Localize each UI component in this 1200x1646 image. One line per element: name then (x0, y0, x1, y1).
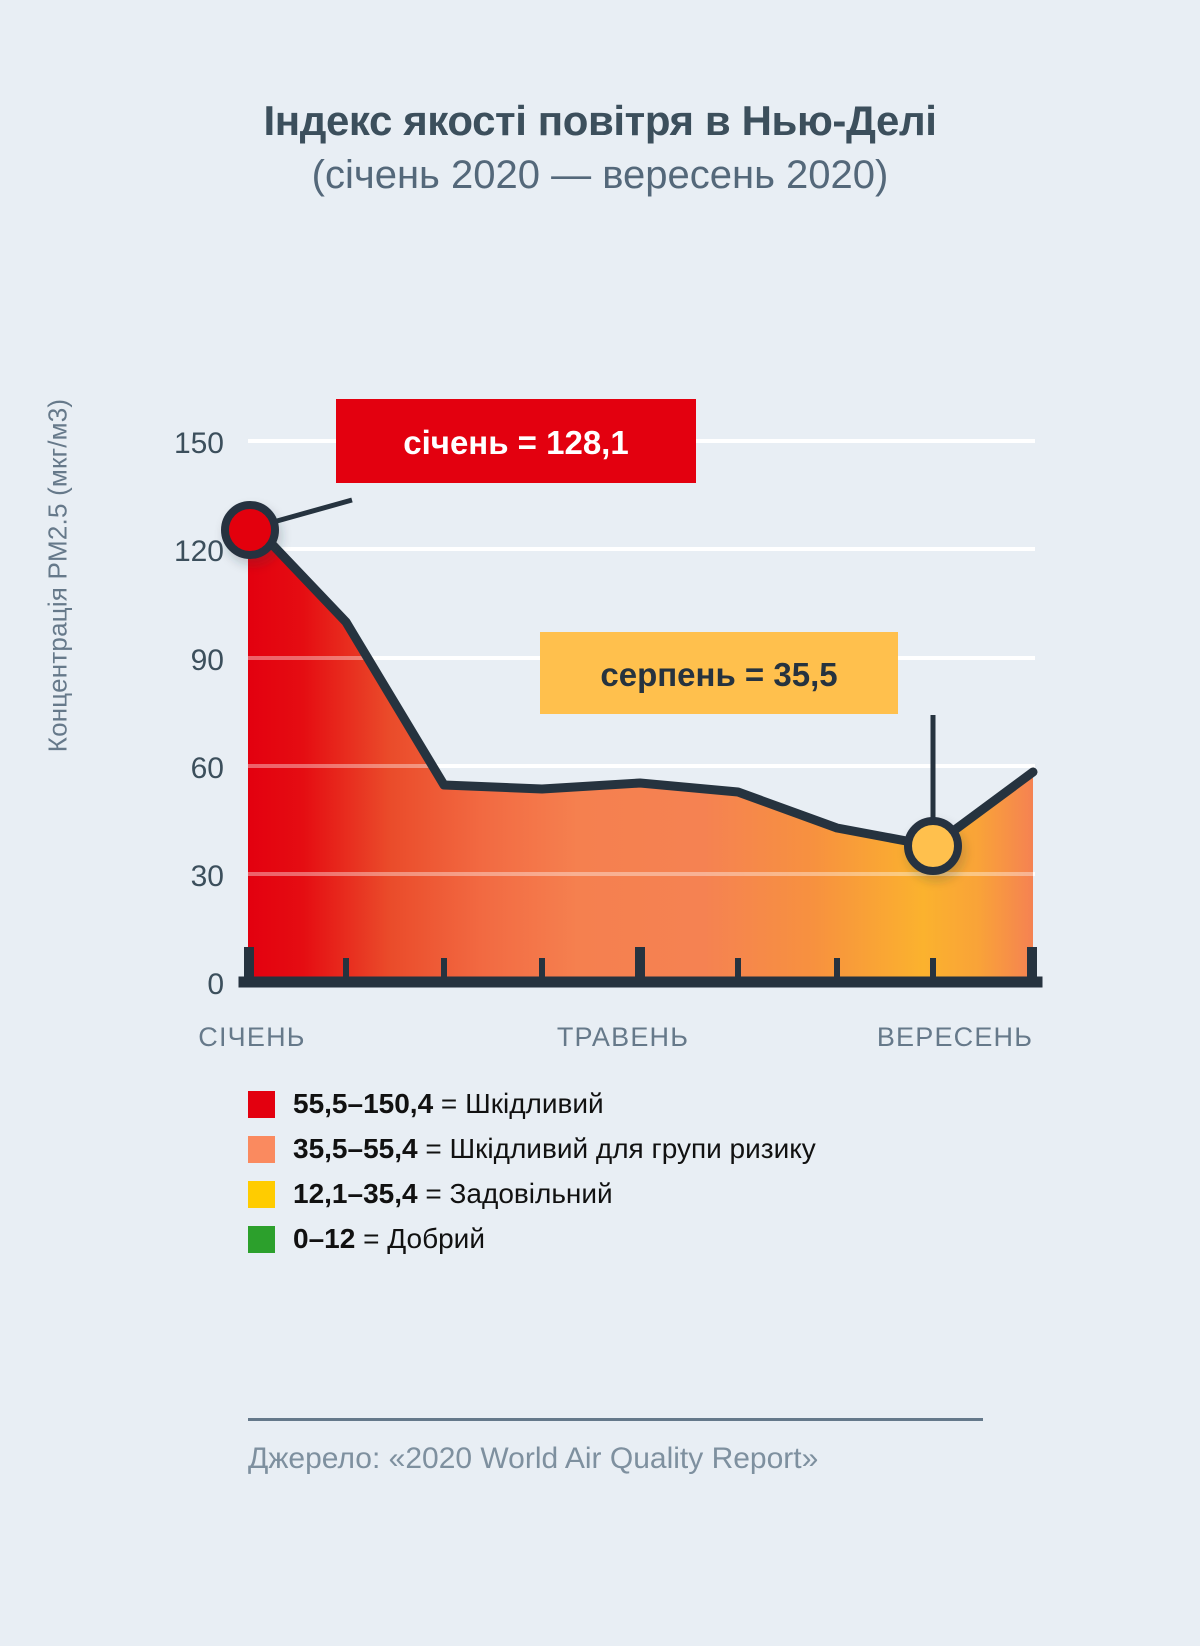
legend-eq-harmful-sensitive: = (417, 1133, 450, 1164)
legend: 55,5–150,4 = Шкідливий 35,5–55,4 = Шкідл… (248, 1088, 1148, 1268)
legend-swatch-harmful (248, 1090, 275, 1118)
footer-divider (248, 1418, 983, 1421)
legend-swatch-moderate (248, 1180, 275, 1208)
legend-text-good: Добрий (387, 1223, 485, 1254)
legend-label-good: 0–12 = Добрий (293, 1223, 485, 1255)
axis-lines (238, 947, 1043, 988)
legend-item-harmful[interactable]: 55,5–150,4 = Шкідливий (248, 1088, 1148, 1120)
page-title: Індекс якості повітря в Нью-Делі (263, 97, 937, 144)
legend-range-harmful-sensitive: 35,5–55,4 (293, 1133, 418, 1164)
y-tick-120: 120 (174, 535, 224, 568)
data-point-markers (221, 501, 962, 875)
august-callout-label: серпень = 35,5 (600, 656, 837, 693)
x-tick-january: СІЧЕНЬ (198, 1022, 305, 1052)
y-gridlines-overlay (248, 656, 1035, 876)
chart-container: Концентрація PM2.5 (мкг/м3) (42, 398, 1043, 1052)
y-tick-60: 60 (191, 752, 224, 785)
legend-eq-good: = (355, 1223, 388, 1254)
january-callout[interactable]: січень = 128,1 (251, 399, 696, 531)
y-tick-90: 90 (191, 644, 224, 677)
marker-august[interactable] (904, 817, 962, 875)
legend-range-moderate: 12,1–35,4 (293, 1178, 418, 1209)
legend-eq-harmful: = (433, 1088, 466, 1119)
legend-label-harmful: 55,5–150,4 = Шкідливий (293, 1088, 604, 1120)
january-callout-label: січень = 128,1 (403, 424, 628, 461)
legend-text-moderate: Задовільний (449, 1178, 613, 1209)
x-tick-labels: СІЧЕНЬ ТРАВЕНЬ ВЕРЕСЕНЬ (198, 1022, 1033, 1052)
data-line (243, 514, 1038, 851)
marker-january[interactable] (221, 501, 279, 559)
legend-range-good: 0–12 (293, 1223, 356, 1254)
source-note: Джерело: «2020 World Air Quality Report» (248, 1442, 819, 1475)
y-tick-30: 30 (191, 860, 224, 893)
legend-item-good[interactable]: 0–12 = Добрий (248, 1223, 1148, 1255)
legend-swatch-good (248, 1225, 275, 1253)
air-quality-area-chart: 150 120 90 60 30 0 СІЧЕНЬ ТРАВЕНЬ ВЕРЕСЕ… (174, 399, 1043, 1052)
legend-eq-moderate: = (417, 1178, 450, 1209)
legend-item-harmful-sensitive[interactable]: 35,5–55,4 = Шкідливий для групи ризику (248, 1133, 1148, 1165)
page-subtitle: (січень 2020 — вересень 2020) (311, 152, 889, 197)
x-tick-may: ТРАВЕНЬ (557, 1022, 689, 1052)
y-tick-150: 150 (174, 427, 224, 460)
legend-range-harmful: 55,5–150,4 (293, 1088, 434, 1119)
legend-text-harmful: Шкідливий (465, 1088, 604, 1119)
legend-item-moderate[interactable]: 12,1–35,4 = Задовільний (248, 1178, 1148, 1210)
y-tick-0: 0 (207, 968, 224, 1001)
legend-swatch-harmful-sensitive (248, 1135, 275, 1163)
y-tick-labels: 150 120 90 60 30 0 (174, 427, 224, 1001)
x-tick-september: ВЕРЕСЕНЬ (877, 1022, 1033, 1052)
august-callout[interactable]: серпень = 35,5 (540, 632, 936, 846)
y-axis-title: Концентрація PM2.5 (мкг/м3) (42, 398, 73, 753)
legend-text-harmful-sensitive: Шкідливий для групи ризику (449, 1133, 816, 1164)
legend-label-moderate: 12,1–35,4 = Задовільний (293, 1178, 613, 1210)
legend-label-harmful-sensitive: 35,5–55,4 = Шкідливий для групи ризику (293, 1133, 816, 1165)
chart-title-block: Індекс якості повітря в Нью-Делі (січень… (0, 96, 1200, 200)
area-fill (248, 519, 1033, 982)
